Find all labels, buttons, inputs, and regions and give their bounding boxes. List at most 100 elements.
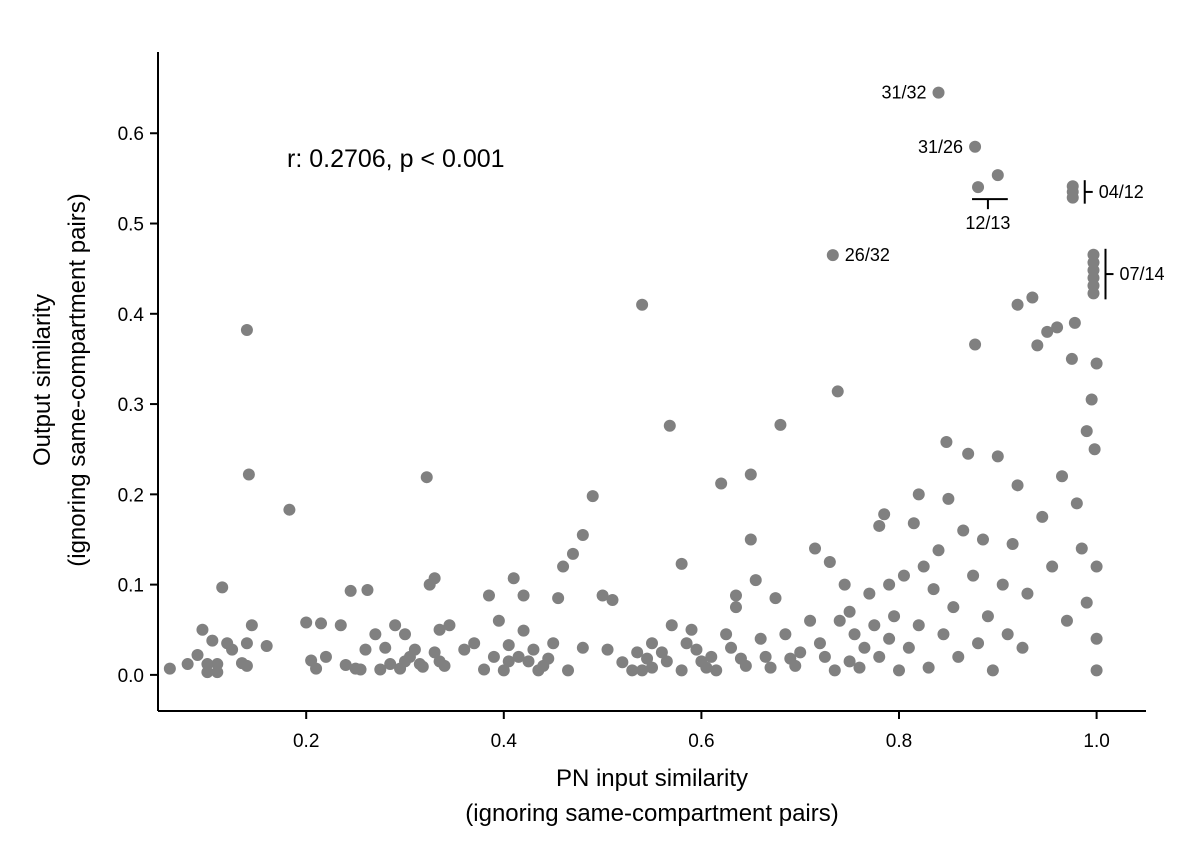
data-point [912, 619, 925, 632]
data-point [240, 324, 253, 337]
data-point [868, 619, 881, 632]
data-point [764, 661, 777, 674]
data-point [838, 578, 851, 591]
data-point [818, 650, 831, 663]
data-point [542, 652, 555, 665]
data-point [902, 641, 915, 654]
annotations: 31/32 31/26 26/32 12/13 04/12 07/14 [826, 83, 1165, 300]
y-axis-title-line2: (ignoring same-compartment pairs) [64, 193, 91, 566]
data-point [937, 628, 950, 641]
data-point [596, 589, 609, 602]
data-point [774, 418, 787, 431]
data-point [522, 655, 535, 668]
data-point [690, 643, 703, 656]
data-point [319, 650, 332, 663]
annotated-point [1066, 191, 1079, 204]
data-point [283, 503, 296, 516]
data-point [863, 587, 876, 600]
data-point [1021, 587, 1034, 600]
data-point [354, 663, 367, 676]
data-point [339, 658, 352, 671]
data-point [744, 533, 757, 546]
data-point [981, 610, 994, 623]
data-point [813, 637, 826, 650]
data-point [576, 528, 589, 541]
data-point [458, 643, 471, 656]
data-point [646, 661, 658, 674]
data-point [675, 557, 688, 570]
data-point [996, 578, 1009, 591]
data-point [976, 533, 989, 546]
data-point [685, 623, 698, 636]
data-point [631, 646, 644, 659]
data-point [1016, 641, 1029, 654]
data-point [967, 569, 980, 582]
y-tick-label: 0.0 [118, 666, 144, 687]
data-point [779, 628, 792, 641]
data-point [507, 572, 520, 585]
y-axis-title-line1: Output similarity [29, 294, 56, 466]
data-point [986, 664, 999, 677]
data-point [843, 655, 856, 668]
data-point [1090, 632, 1103, 645]
data-point [833, 614, 846, 627]
data-point [972, 637, 985, 650]
annotated-point [972, 181, 985, 194]
data-point [245, 619, 258, 632]
data-point [502, 639, 515, 652]
data-point [843, 605, 856, 618]
data-point [438, 659, 451, 672]
data-point [527, 643, 540, 656]
data-point [1026, 291, 1039, 304]
data-point [1090, 357, 1103, 370]
data-point [300, 616, 313, 629]
data-point [715, 477, 728, 490]
data-point [1070, 497, 1083, 510]
data-point [379, 641, 392, 654]
data-point [1031, 339, 1044, 352]
data-point [1085, 393, 1098, 406]
data-point [478, 663, 491, 676]
x-tick-label: 0.6 [688, 731, 714, 752]
x-tick-label: 0.4 [491, 731, 518, 752]
data-point [947, 601, 960, 614]
data-point [739, 659, 752, 672]
data-point [601, 643, 614, 656]
y-tick-label: 0.1 [118, 576, 144, 597]
data-point [873, 519, 886, 532]
data-point [749, 574, 762, 587]
data-point [897, 569, 910, 582]
data-point [1056, 470, 1069, 483]
data-point [729, 589, 742, 602]
data-point [680, 637, 693, 650]
data-point [991, 450, 1004, 463]
data-point [361, 584, 374, 597]
data-point [626, 664, 639, 677]
data-point [1065, 352, 1078, 365]
data-point [512, 650, 525, 663]
axes [157, 52, 1146, 712]
data-point [828, 664, 841, 677]
data-point [952, 650, 965, 663]
data-point [211, 666, 224, 679]
data-point [1060, 614, 1073, 627]
data-point [242, 468, 255, 481]
data-point [399, 628, 411, 641]
data-point [769, 592, 782, 605]
data-point [240, 637, 253, 650]
data-point [1068, 316, 1081, 329]
x-ticks: 0.2 0.4 0.6 0.8 1.0 [293, 711, 1110, 752]
data-point [636, 298, 649, 311]
data-point [927, 583, 940, 596]
data-point [883, 632, 896, 645]
data-point [853, 661, 866, 674]
data-point [428, 646, 441, 659]
data-point [705, 650, 718, 663]
data-point [646, 637, 658, 650]
data-point [315, 617, 328, 630]
y-tick-label: 0.2 [118, 485, 144, 506]
annotated-point [826, 249, 839, 262]
data-point [216, 581, 229, 594]
data-point [1080, 596, 1093, 609]
data-point [497, 664, 510, 677]
